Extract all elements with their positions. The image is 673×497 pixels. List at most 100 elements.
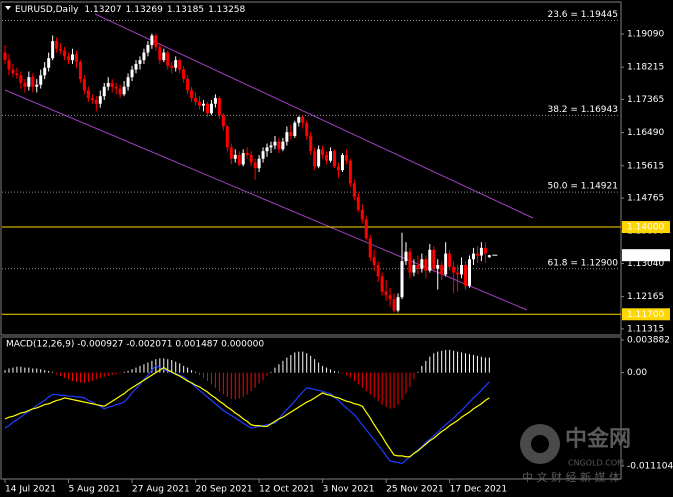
candle-body — [408, 251, 412, 273]
watermark-brand: 中金网 — [565, 426, 631, 452]
candle-body — [257, 158, 261, 169]
candle-body — [194, 98, 198, 102]
watermark-slogan: 中 文 财 经 新 媒 体 — [522, 470, 620, 484]
candle-body — [321, 149, 325, 155]
main-line — [4, 365, 490, 465]
candle-body — [94, 99, 98, 104]
candle-body — [114, 86, 118, 89]
candle-body — [98, 96, 102, 104]
candle-body — [273, 141, 277, 146]
candle-body — [19, 75, 23, 83]
main-frame — [0, 1, 622, 336]
candle-body — [245, 153, 249, 155]
candle-body — [360, 209, 364, 220]
x-tick-label: 25 Nov 2021 — [386, 485, 444, 495]
candle-body — [412, 264, 416, 273]
candle-body — [436, 264, 440, 269]
candle-body — [78, 62, 82, 80]
x-tick-label: 20 Sep 2021 — [196, 485, 253, 495]
candle-body — [186, 79, 190, 91]
candle-body — [59, 48, 63, 51]
candle-body — [142, 52, 146, 61]
watermark-logo-inner — [531, 435, 549, 453]
candle-body — [467, 259, 471, 286]
candle-body — [325, 154, 329, 161]
candle-body — [225, 126, 229, 148]
candle-body — [182, 69, 186, 80]
candle-body — [47, 58, 51, 68]
candle-body — [336, 166, 340, 171]
fib-label: 61.8 = 1.12900 — [547, 258, 618, 268]
candle-body — [102, 86, 106, 97]
candle-body — [7, 60, 11, 70]
candle-body — [138, 60, 142, 64]
candle-body — [178, 60, 182, 70]
y-tick-label: 1.18215 — [627, 63, 664, 73]
candle-body — [428, 249, 432, 271]
candle-body — [253, 162, 257, 169]
y-tick-label: 1.17365 — [627, 95, 664, 105]
candle-body — [118, 88, 122, 95]
candle-body — [174, 60, 178, 68]
candle-body — [67, 56, 71, 61]
y-tick-label: 1.12165 — [627, 292, 664, 302]
fib-label: 50.0 = 1.14921 — [547, 182, 618, 192]
candle-body — [483, 247, 487, 254]
x-tick-label: 14 Jul 2021 — [5, 485, 56, 495]
watermark: 中金网 CNGOLD.COM 中 文 财 经 新 媒 体 — [520, 424, 631, 484]
candle-body — [333, 151, 337, 167]
candle-body — [27, 77, 31, 87]
candle-body — [3, 52, 7, 61]
candle-body — [404, 251, 408, 262]
level-label: 1.14000 — [627, 223, 664, 233]
candle-body — [158, 46, 162, 61]
candle-body — [448, 253, 452, 267]
level-box — [622, 308, 670, 321]
candle-body — [35, 84, 39, 87]
candle-body — [209, 103, 213, 114]
x-tick-label: 17 Dec 2021 — [450, 485, 508, 495]
candle-body — [241, 153, 245, 165]
candle-body — [285, 132, 289, 142]
channel-upper — [94, 13, 534, 219]
candle-body — [130, 69, 134, 78]
candle-body — [249, 154, 253, 163]
candle-body — [82, 79, 86, 91]
candle-body — [23, 82, 27, 87]
candle-body — [162, 52, 166, 61]
menu-arrow[interactable] — [5, 6, 11, 10]
x-tick-label: 27 Aug 2021 — [132, 485, 190, 495]
candle-body — [460, 264, 464, 275]
last-price-box — [622, 249, 670, 262]
candle-body — [344, 154, 348, 161]
level-box — [622, 221, 670, 234]
candle-body — [329, 151, 333, 161]
close: 1.13258 — [208, 5, 245, 15]
channel-lower — [4, 89, 528, 311]
candle-body — [380, 276, 384, 292]
candle-body — [70, 54, 74, 61]
candle-body — [86, 90, 90, 99]
chart-title: EURUSD,Daily 1.13207 1.13269 1.13185 1.13258 — [15, 5, 246, 15]
candle-body — [293, 122, 297, 136]
y-tick-label: 1.15615 — [627, 161, 664, 171]
candle-body — [39, 75, 43, 85]
candle-body — [356, 196, 360, 210]
candle-body — [424, 259, 428, 271]
candle-body — [269, 145, 273, 148]
candle-body — [464, 264, 468, 286]
candle-body — [348, 160, 352, 184]
macd-title: MACD(12,26,9) -0.000927 -0.002071 0.0014… — [6, 340, 264, 350]
candle-body — [456, 272, 460, 275]
low: 1.13185 — [167, 5, 204, 15]
candle-body — [432, 249, 436, 269]
candle-body — [305, 122, 309, 136]
candle-body — [265, 147, 269, 152]
y-tick-label: 0.00 — [627, 368, 647, 378]
candle-body — [392, 299, 396, 311]
candle-body — [261, 151, 265, 159]
x-tick-label: 12 Oct 2021 — [259, 485, 315, 495]
candle-body — [205, 103, 209, 114]
candle-body — [154, 35, 158, 47]
